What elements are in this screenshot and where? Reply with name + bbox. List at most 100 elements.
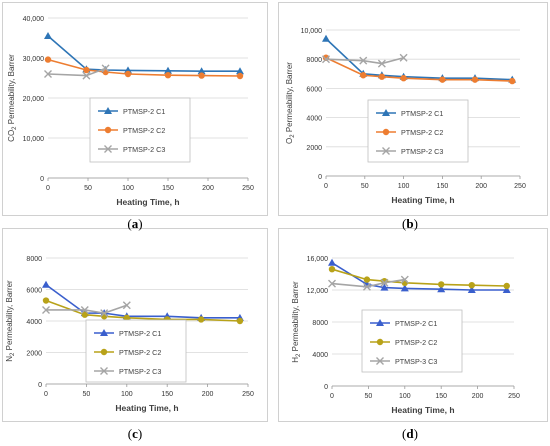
x-tick-label: 200 [202,185,214,192]
data-point [123,314,130,322]
x-tick-label: 250 [514,183,526,190]
data-point [42,305,50,314]
legend-marker [382,147,390,155]
legend-label: PTMSP-2 C2 [119,348,161,357]
data-point [377,59,386,68]
series-line [331,278,405,288]
data-point [328,258,336,266]
legend-label: PTMSP-2 C1 [395,319,437,328]
data-point [467,286,476,293]
legend-marker [100,348,108,356]
data-point [400,275,409,284]
data-point [378,73,386,80]
x-axis-label: Heating Time, h [391,405,454,415]
x-tick-label: 100 [399,393,411,400]
legend-marker [104,126,112,134]
y-tick-label: 6000 [26,288,42,295]
data-point [438,281,445,288]
x-tick-label: 50 [83,391,91,398]
legend-label: PTMSP-2 C1 [401,109,443,118]
data-point [502,286,511,293]
legend-label: PTMSP-2 C2 [395,338,437,347]
y-axis-label: CO2 Permeability, Barrer [7,54,18,142]
series-3 [322,53,408,68]
data-point [236,67,244,75]
legend-marker [376,357,384,365]
y-tick-label: 6000 [306,86,322,93]
legend-label: PTMSP-2 C2 [401,128,443,137]
x-tick-label: 250 [508,393,520,400]
y-tick-label: 2000 [26,351,42,358]
y-tick-label: 4000 [312,352,328,359]
data-point [380,278,389,287]
x-tick-label: 150 [162,185,174,192]
data-point [439,76,446,83]
series-line [46,304,128,314]
data-point [124,70,132,78]
x-tick-label: 0 [330,393,334,400]
data-point [44,70,52,78]
y-tick-label: 16,000 [307,256,329,263]
data-point [359,56,368,65]
legend-label: PTMSP-2 C3 [401,147,443,156]
legend-marker [382,109,390,116]
legend-label: PTMSP-2 C1 [119,329,161,338]
data-point [101,64,110,73]
y-axis-label: H2 Permeability, Barrer [291,281,302,363]
x-tick-label: 200 [202,391,214,398]
chart-panel-a-frame [2,2,268,216]
data-point [197,67,206,75]
legend-marker [104,145,112,153]
x-tick-label: 0 [46,185,50,192]
series-1 [44,32,244,75]
x-tick-label: 50 [84,185,92,192]
data-point [471,76,479,83]
data-point [81,311,88,318]
chart-panel-b-frame [278,2,548,216]
legend-label: PTMSP-2 C1 [123,107,165,116]
x-tick-label: 250 [242,185,254,192]
data-point [44,32,52,39]
data-point [380,283,389,291]
y-tick-label: 4000 [306,116,322,123]
x-axis-label: Heating Time, h [391,195,454,205]
legend-label: PTMSP-2 C3 [123,145,165,154]
x-tick-label: 200 [475,183,487,190]
data-point [322,34,330,42]
x-tick-label: 150 [437,183,449,190]
data-point [82,71,91,80]
x-tick-label: 50 [361,183,369,190]
data-point [468,282,475,289]
data-point [80,305,89,314]
legend-label: PTMSP-2 C3 [119,367,161,376]
series-3 [42,301,131,318]
y-tick-label: 0 [38,382,42,389]
legend: PTMSP-2 C1 PTMSP-2 C2 PTMSP-3 C3 [361,309,463,373]
y-tick-label: 8000 [312,320,328,327]
x-tick-label: 0 [44,391,48,398]
y-tick-label: 10,000 [301,28,323,35]
data-point [399,53,408,62]
data-point [400,284,409,292]
data-point [328,279,336,288]
legend-label: PTMSP-2 C2 [123,126,165,135]
data-point [164,72,172,79]
data-point [197,316,205,323]
data-point [503,282,510,290]
data-point [198,72,205,79]
data-point [363,276,371,283]
x-axis-label: Heating Time, h [115,403,178,413]
series-line [331,268,507,287]
data-point [437,285,446,293]
series-line [325,56,404,65]
y-tick-label: 4000 [26,319,42,326]
chart-panel-d-frame [278,228,548,422]
y-tick-label: 30,000 [23,56,45,63]
data-point [236,72,244,80]
data-point [164,66,172,74]
series-line [47,35,240,72]
y-tick-label: 40,000 [23,16,45,23]
chart-c: 0 2000 4000 6000 8000 0 50 100 150 200 250 Heating … [5,256,254,413]
data-point [509,77,516,85]
y-tick-label: 0 [318,174,322,181]
